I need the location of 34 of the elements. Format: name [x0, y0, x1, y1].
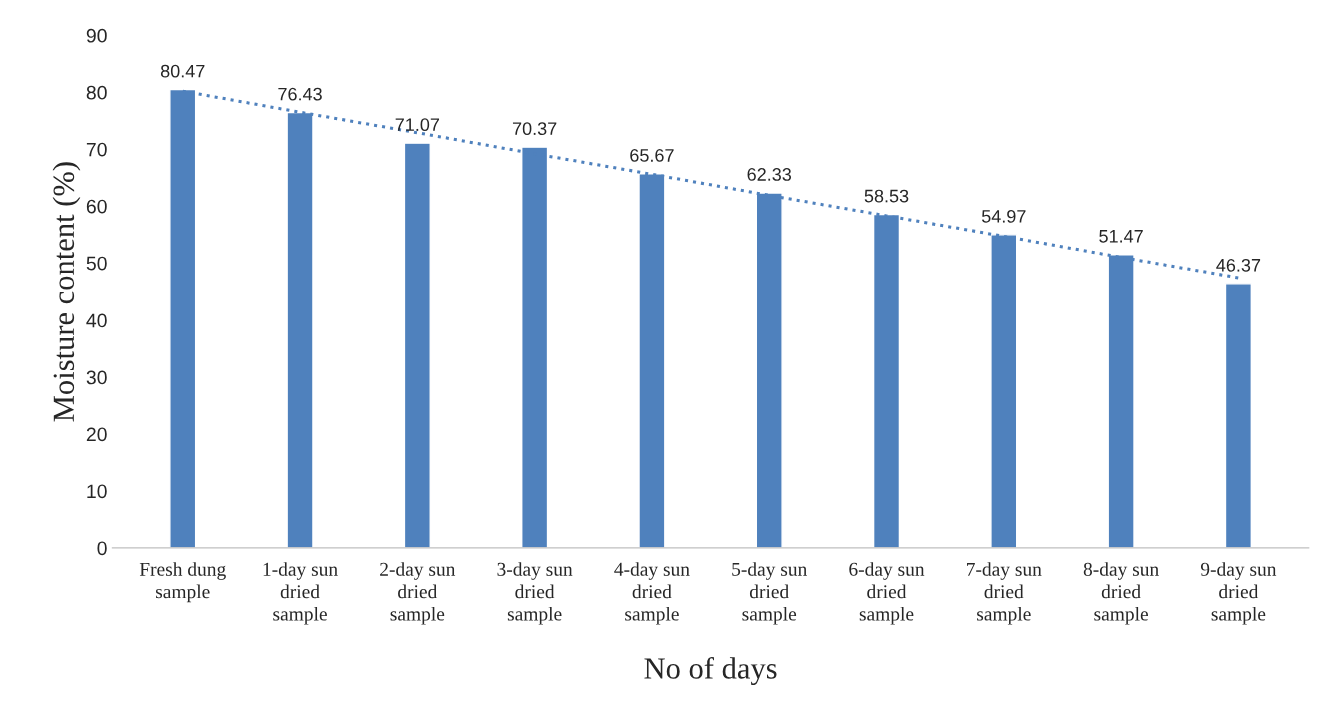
data-label: 51.47 [1099, 230, 1143, 243]
x-tick-label: Fresh dung sample [139, 562, 226, 603]
y-tick-label: 80 [86, 85, 107, 100]
y-tick-label: 10 [87, 484, 107, 499]
x-tick-label: 4-day sun dried sample [614, 562, 690, 625]
data-label: 54.97 [981, 209, 1026, 223]
y-tick-label: 70 [86, 142, 107, 157]
data-label: 70.37 [512, 122, 557, 136]
data-label: 71.07 [395, 118, 440, 132]
x-tick-label: 9-day sun dried sample [1200, 562, 1277, 625]
data-label: 76.43 [278, 87, 322, 101]
y-tick-label: 0 [97, 541, 107, 556]
y-tick-label: 50 [86, 256, 107, 271]
x-tick-label: 1-day sun dried sample [263, 562, 338, 625]
y-tick-label: 60 [86, 199, 107, 214]
data-label: 58.53 [864, 189, 909, 203]
x-tick-label: 5-day sun dried sample [732, 562, 807, 625]
y-tick-label: 20 [86, 427, 107, 442]
data-label: 65.67 [630, 149, 674, 162]
data-label: 46.37 [1216, 258, 1261, 272]
data-label: 62.33 [747, 168, 792, 181]
y-tick-label: 90 [86, 28, 107, 43]
x-axis-title: No of days [644, 656, 777, 686]
data-label: 80.47 [160, 64, 205, 78]
y-tick-label: 40 [86, 313, 107, 328]
x-tick-label: 6-day sun dried sample [849, 562, 925, 625]
y-tick-label: 30 [86, 370, 107, 385]
x-tick-label: 2-day sun dried sample [380, 562, 456, 625]
bar [403, 142, 431, 548]
y-axis-title: Moisture content (%) [52, 162, 81, 422]
x-tick-label: 3-day sun dried sample [497, 562, 573, 625]
bar [1224, 283, 1253, 548]
x-tick-label: 7-day sun dried sample [967, 562, 1042, 625]
x-tick-label: 8-day sun dried sample [1083, 562, 1159, 625]
